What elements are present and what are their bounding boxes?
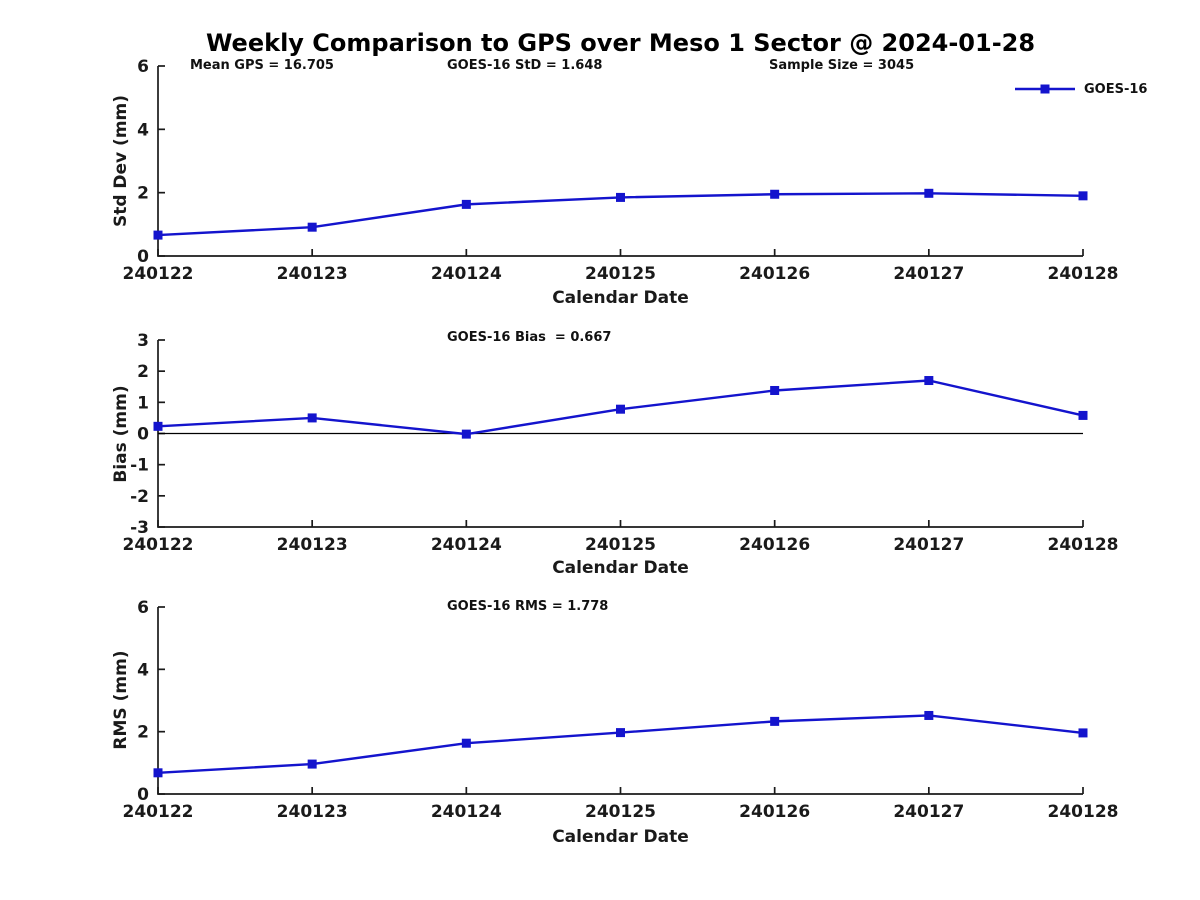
subplot-1: 0 2 4 6 240122 240123 240124 240125 240126 240127… (123, 57, 1119, 284)
y-tick-label: 0 (137, 247, 149, 267)
annotation-goes16-bias: GOES-16 Bias = 0.667 (447, 330, 612, 345)
x-tick-label: 240127 (893, 264, 964, 284)
y-tick-label: -1 (130, 456, 149, 476)
x-tick-label: 240122 (123, 264, 194, 284)
data-marker (1078, 728, 1088, 738)
x-axis-label-subplot3: Calendar Date (552, 827, 689, 847)
y-tick-label: 0 (137, 425, 149, 445)
x-tick-label: 240123 (277, 535, 348, 555)
data-marker (616, 404, 625, 414)
y-tick-label: 6 (137, 598, 149, 618)
x-tick-label: 240127 (893, 535, 964, 555)
x-tick-label: 240126 (739, 535, 810, 555)
data-marker (1078, 191, 1088, 201)
x-tick-label: 240122 (123, 535, 194, 555)
data-marker (307, 413, 317, 423)
subplot-3: 0 2 4 6 240122 240123 240124 240125 240126 240127… (123, 598, 1119, 822)
x-tick-label: 240124 (431, 264, 502, 284)
data-marker (461, 199, 471, 209)
data-marker (153, 768, 163, 778)
data-marker (770, 385, 780, 395)
annotation-goes16-std: GOES-16 StD = 1.648 (447, 58, 603, 73)
y-tick-label: 2 (137, 723, 149, 743)
data-marker (461, 738, 471, 748)
figure-title: Weekly Comparison to GPS over Meso 1 Sec… (205, 29, 1036, 57)
x-tick-label: 240125 (585, 535, 656, 555)
y-tick-label: 1 (137, 393, 149, 413)
subplot-2: -3 -2 -1 0 1 2 3 240122 240123 240124 240125 240126… (123, 331, 1119, 555)
data-marker (770, 716, 780, 726)
x-tick-label: 240122 (123, 802, 194, 822)
data-marker (1078, 410, 1088, 420)
annotation-sample-size: Sample Size = 3045 (769, 58, 915, 73)
y-axis-label-std-dev: Std Dev (mm) (111, 94, 131, 228)
x-tick-label: 240123 (277, 802, 348, 822)
y-tick-label: -3 (130, 518, 149, 538)
y-axis-label-rms: RMS (mm) (111, 650, 131, 750)
legend-line-sample (1015, 84, 1075, 94)
data-marker (307, 222, 317, 232)
data-marker (616, 728, 625, 738)
x-tick-label: 240128 (1048, 264, 1119, 284)
legend: GOES-16 (1014, 80, 1147, 98)
legend-square-marker-icon (1040, 84, 1050, 94)
data-marker (307, 759, 317, 769)
x-tick-label: 240126 (739, 264, 810, 284)
y-tick-label: 2 (137, 362, 149, 382)
data-line (157, 714, 1084, 775)
y-tick-label: 0 (137, 785, 149, 805)
x-tick-label: 240124 (431, 802, 502, 822)
data-marker (770, 189, 780, 199)
x-tick-label: 240125 (585, 264, 656, 284)
data-marker (616, 192, 625, 202)
x-tick-label: 240126 (739, 802, 810, 822)
data-marker (924, 188, 934, 198)
legend-label: GOES-16 (1084, 81, 1148, 97)
x-tick-label: 240123 (277, 264, 348, 284)
x-tick-label: 240127 (893, 802, 964, 822)
x-tick-label: 240125 (585, 802, 656, 822)
x-tick-label: 240124 (431, 535, 502, 555)
y-tick-label: 2 (137, 184, 149, 204)
x-tick-label: 240128 (1048, 802, 1119, 822)
annotation-goes16-rms: GOES-16 RMS = 1.778 (447, 599, 609, 614)
y-tick-label: 6 (137, 57, 149, 77)
y-tick-label: 4 (137, 120, 149, 140)
x-axis-label-subplot2: Calendar Date (552, 558, 689, 578)
data-marker (153, 421, 163, 431)
y-tick-label: -2 (130, 487, 149, 507)
data-marker (153, 230, 163, 240)
y-tick-label: 4 (137, 660, 149, 680)
x-axis-label-subplot1: Calendar Date (552, 288, 689, 308)
y-axis-label-bias: Bias (mm) (111, 385, 131, 483)
data-marker (924, 710, 934, 720)
x-tick-label: 240128 (1048, 535, 1119, 555)
data-marker (924, 376, 934, 386)
data-marker (461, 429, 471, 439)
annotation-mean-gps: Mean GPS = 16.705 (190, 58, 334, 73)
y-tick-label: 3 (137, 331, 149, 351)
